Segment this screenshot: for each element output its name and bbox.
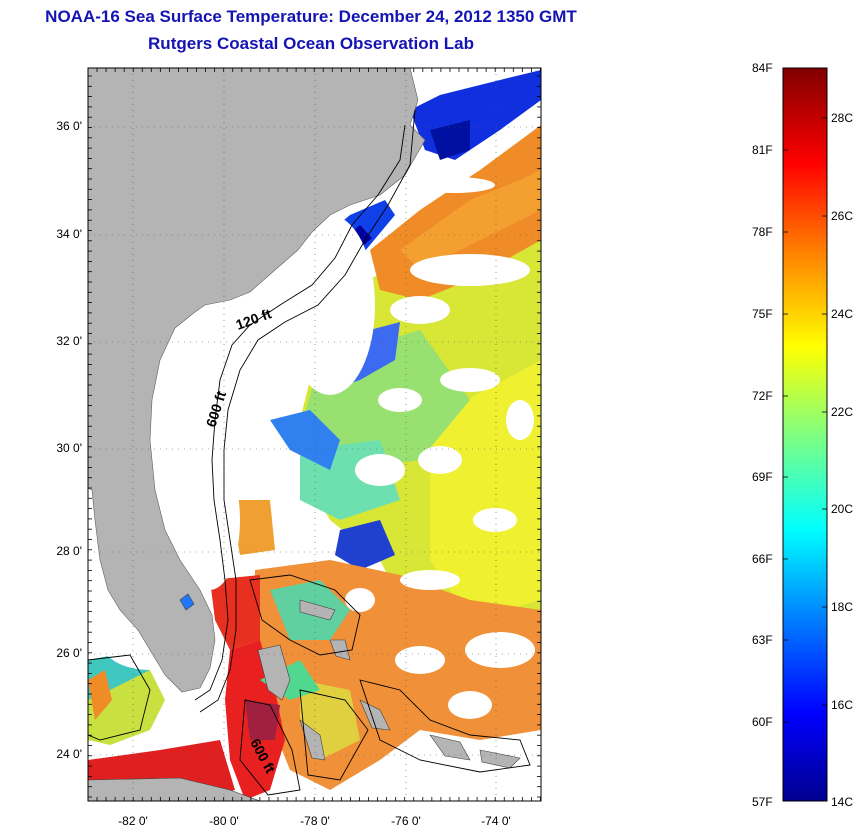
lat-label-30: 30 0': [56, 441, 82, 455]
colorbar-label-28c: 28C: [831, 111, 854, 125]
colorbar-label-81f: 81F: [752, 143, 773, 157]
colorbar-label-78f: 78F: [752, 225, 773, 239]
lat-label-26: 26 0': [56, 646, 82, 660]
colorbar-label-57f: 57F: [752, 795, 773, 809]
land-mass: [88, 68, 426, 693]
colorbar-label-26c: 26C: [831, 209, 854, 223]
colorbar: [782, 67, 828, 802]
colorbar-label-75f: 75F: [752, 307, 773, 321]
bahamas-islands: [88, 593, 521, 801]
lon-label-76: -76 0': [391, 814, 421, 828]
colorbar-label-60f: 60F: [752, 715, 773, 729]
isobath-contours: [88, 109, 531, 796]
colorbar-label-16c: 16C: [831, 698, 854, 712]
colorbar-label-72f: 72F: [752, 389, 773, 403]
map-title: NOAA-16 Sea Surface Temperature: Decembe…: [45, 7, 577, 26]
cloud-patches: [100, 177, 541, 780]
colorbar-label-24c: 24C: [831, 307, 854, 321]
colorbar-label-18c: 18C: [831, 600, 854, 614]
graticule: [88, 68, 541, 801]
lon-label-80: -80 0': [209, 814, 239, 828]
lon-label-82: -82 0': [118, 814, 148, 828]
map-subtitle: Rutgers Coastal Ocean Observation Lab: [148, 34, 474, 53]
lat-label-24: 24 0': [56, 747, 82, 761]
lon-label-74: -74 0': [481, 814, 511, 828]
lat-label-28: 28 0': [56, 544, 82, 558]
lat-label-34: 34 0': [56, 227, 82, 241]
lon-label-78: -78 0': [300, 814, 330, 828]
lat-label-36: 36 0': [56, 119, 82, 133]
colorbar-label-69f: 69F: [752, 470, 773, 484]
colorbar-label-14c: 14C: [831, 795, 854, 809]
colorbar-label-22c: 22C: [831, 405, 854, 419]
axis-ticks: [88, 68, 541, 801]
colorbar-ticks: [783, 117, 827, 723]
colorbar-label-84f: 84F: [752, 61, 773, 75]
lat-label-32: 32 0': [56, 334, 82, 348]
colorbar-label-20c: 20C: [831, 502, 854, 516]
colorbar-label-63f: 63F: [752, 633, 773, 647]
colorbar-label-66f: 66F: [752, 552, 773, 566]
